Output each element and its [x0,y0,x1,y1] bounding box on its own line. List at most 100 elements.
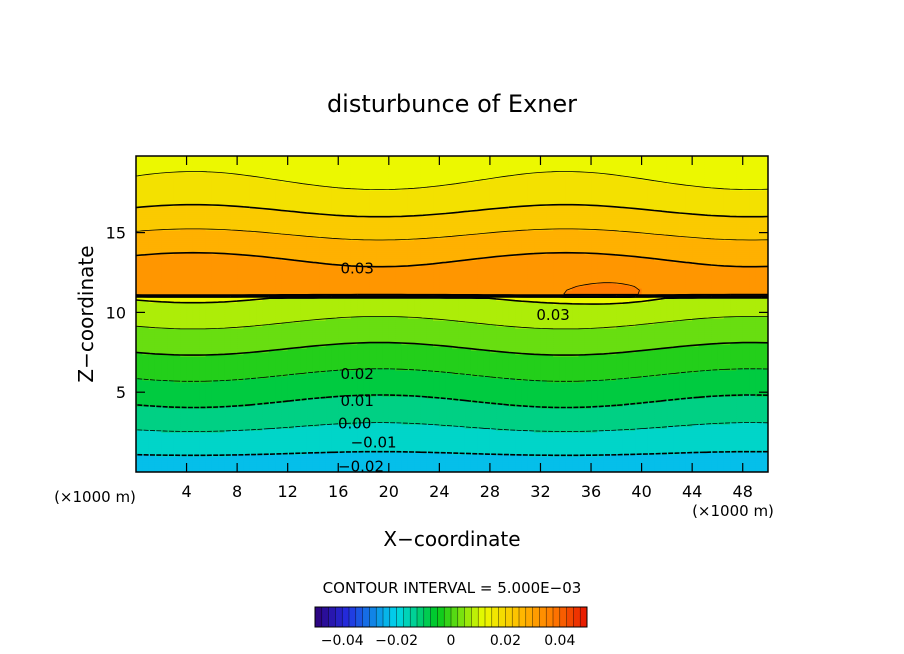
contour-cell [717,460,725,463]
contour-cell [344,470,352,472]
contour-cell [597,450,605,453]
contour-cell [256,464,263,467]
contour-cell [319,460,327,463]
contour-cell [496,450,504,453]
contour-cell [597,458,605,461]
contour-cell [173,460,181,463]
contour-cell [647,468,655,471]
contour-cell [489,452,497,455]
contour-cell [749,454,756,457]
contour-cell [458,470,466,472]
contour-cell [369,460,377,463]
contour-cell [666,460,674,463]
contour-cell [382,460,390,463]
contour-cell [464,464,472,467]
contour-cell [515,464,523,467]
contour-cell [173,470,181,472]
contour-cell [173,452,181,455]
contour-cell [243,456,251,459]
contour-cell [230,464,238,467]
contour-cell [464,468,472,471]
contour-cell [565,458,573,461]
contour-cell [515,470,523,472]
contour-cell [603,464,611,467]
contour-cell [388,454,396,457]
contour-cell [527,466,535,469]
contour-cell [698,468,706,471]
contour-cell [338,452,346,455]
contour-cell [243,452,251,455]
contour-cell [616,470,624,472]
contour-cell [572,462,579,465]
contour-cell [584,464,592,467]
contour-cell [243,460,251,463]
contour-cell [559,464,567,467]
contour-cell [211,450,219,453]
contour-cell [483,468,491,471]
contour-cell [268,450,276,453]
contour-cell [211,466,219,469]
contour-cell [502,462,510,465]
contour-cell [382,468,390,471]
contour-cell [685,468,693,471]
contour-cell [338,458,346,461]
contour-cell [723,462,731,465]
contour-cell [692,462,700,465]
contour-cell [433,450,440,453]
contour-cell [553,450,561,453]
contour-cell [433,456,440,459]
contour-cell [312,468,320,471]
contour-cell [338,466,346,469]
contour-cell [704,460,712,463]
contour-cell [382,454,390,457]
contour-cell [723,458,731,461]
contour-cell [173,450,181,453]
contour-cell [546,458,554,461]
contour-cell [395,452,403,455]
contour-cell [591,460,598,463]
contour-cell [496,470,504,472]
contour-cell [350,456,358,459]
contour-cell [654,464,662,467]
contour-cell [433,468,440,471]
contour-cell [685,456,693,459]
contour-cell [192,470,200,472]
contour-cell [578,464,586,467]
contour-cell [736,456,744,459]
contour-cell [578,456,586,459]
contour-cell [742,456,750,459]
contour-cell [237,458,245,461]
contour-cell [546,462,554,465]
contour-cell [610,456,617,459]
contour-cell [673,456,681,459]
contour-cell [635,470,643,472]
contour-cell [344,464,352,467]
contour-cell [559,462,567,465]
contour-cell [610,470,617,472]
contour-cell [199,456,207,459]
contour-cell [647,470,655,472]
contour-cell [275,450,282,453]
contour-cell [742,468,750,471]
contour-cell [616,456,624,459]
contour-cell [584,452,592,455]
contour-cell [154,462,162,465]
contour-cell [761,460,768,463]
contour-cell [508,452,516,455]
contour-cell [142,468,150,471]
contour-cell [534,456,542,459]
contour-cell [591,462,598,465]
contour-cell [148,458,156,461]
contour-cell [723,464,731,467]
contour-cell [300,468,308,471]
contour-cell [363,452,371,455]
contour-cell [331,468,339,471]
contour-cell [414,454,421,457]
contour-cell [711,462,719,465]
contour-cell [414,464,421,467]
contour-cell [730,458,737,461]
contour-cell [666,464,674,467]
contour-cell [527,452,535,455]
contour-cell [363,458,371,461]
contour-cell [502,460,510,463]
